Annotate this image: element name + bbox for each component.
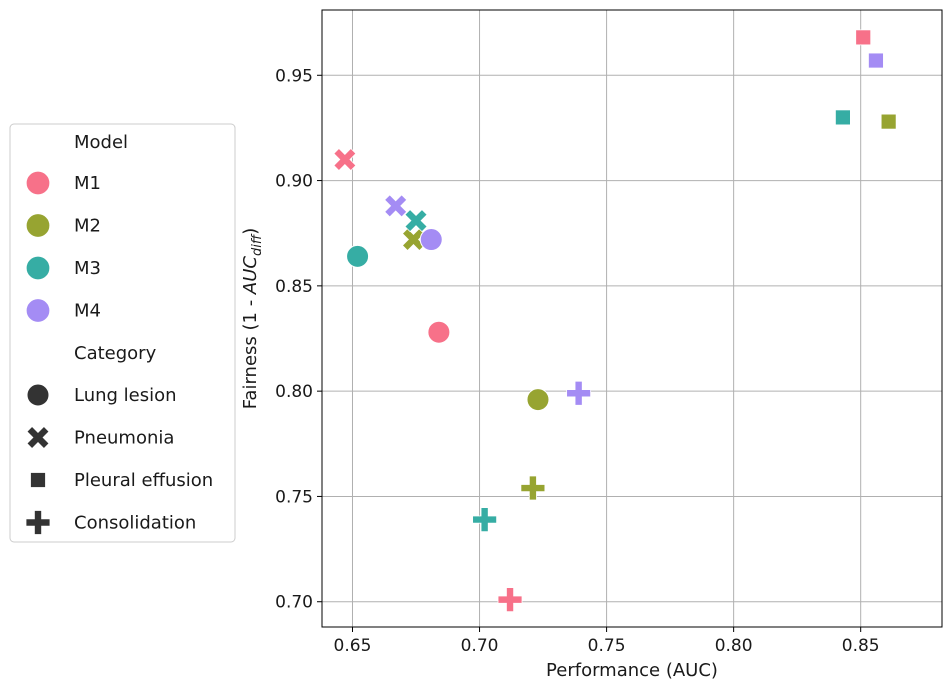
legend-label-lung-lesion: Lung lesion	[74, 385, 177, 406]
data-points	[333, 29, 897, 613]
x-tick-label: 0.65	[334, 636, 372, 656]
legend-marker-pleural-effusion	[30, 472, 46, 488]
point-m3-pleural-effusion	[835, 109, 851, 126]
legend-label-m4: M4	[74, 301, 101, 322]
y-tick-label: 0.80	[275, 382, 313, 402]
legend-model-title: Model	[74, 132, 128, 153]
point-m1-pleural-effusion	[855, 29, 872, 46]
point-m2-consolidation	[520, 475, 546, 501]
y-axis-title-prefix: Fairness (1 -	[240, 294, 261, 409]
point-m3-pneumonia	[404, 208, 428, 233]
y-axis-title-math: AUC	[240, 256, 261, 295]
point-m4-pneumonia	[384, 194, 408, 218]
point-m3-lung-lesion	[346, 244, 370, 268]
point-m2-pleural-effusion	[880, 113, 897, 130]
legend-category-entries: Lung lesion Pneumonia Pleural effusion Cons…	[25, 383, 213, 535]
legend-box	[9, 123, 236, 543]
x-axis-title: Performance (AUC)	[546, 660, 718, 681]
x-tick-label: 0.70	[461, 636, 499, 656]
legend-marker-m3	[25, 255, 51, 281]
y-axis-title-subscript: diff	[250, 233, 265, 256]
point-m1-pneumonia	[333, 147, 357, 172]
axis-ticks: 0.65 0.70 0.75 0.80 0.85 0.70 0.75 0.80 0.85 0.90…	[275, 66, 879, 656]
legend-marker-pneumonia	[26, 425, 50, 450]
point-m4-consolidation	[566, 380, 592, 406]
y-tick-label: 0.95	[275, 66, 313, 86]
y-axis-title-suffix: )	[240, 228, 261, 235]
legend-model-entries: M1 M2 M3 M4	[25, 170, 101, 323]
legend-label-m1: M1	[74, 173, 101, 194]
point-m4-pleural-effusion	[868, 52, 884, 69]
point-m1-lung-lesion	[427, 320, 451, 344]
x-tick-label: 0.85	[842, 636, 880, 656]
y-tick-label: 0.90	[275, 172, 313, 192]
legend-marker-m1	[25, 170, 51, 196]
legend-label-pleural-effusion: Pleural effusion	[74, 470, 213, 491]
y-tick-label: 0.75	[275, 487, 313, 507]
point-m3-consolidation	[472, 507, 498, 532]
point-m1-consolidation	[497, 587, 523, 613]
plot-area-frame	[321, 9, 943, 628]
x-tick-label: 0.80	[715, 636, 753, 656]
legend-label-m3: M3	[74, 258, 101, 279]
legend-label-m2: M2	[74, 216, 101, 237]
y-tick-label: 0.85	[275, 277, 313, 297]
y-axis-title: Fairness (1 - AUCdiff)	[240, 228, 265, 410]
legend-marker-lung-lesion	[26, 383, 50, 407]
y-tick-label: 0.70	[275, 593, 313, 613]
legend-marker-consolidation	[25, 510, 51, 535]
grid	[322, 10, 942, 627]
legend-category-title: Category	[74, 343, 157, 364]
legend-marker-m2	[25, 213, 51, 238]
x-tick-label: 0.75	[588, 636, 626, 656]
legend-label-pneumonia: Pneumonia	[74, 428, 174, 449]
legend-label-consolidation: Consolidation	[74, 513, 196, 534]
point-m2-lung-lesion	[526, 388, 550, 412]
point-m4-lung-lesion	[419, 228, 443, 252]
legend-marker-m4	[25, 298, 51, 323]
legend: Model M1 M2 M3 M4 Category Lung lesion Pneum…	[9, 123, 236, 543]
